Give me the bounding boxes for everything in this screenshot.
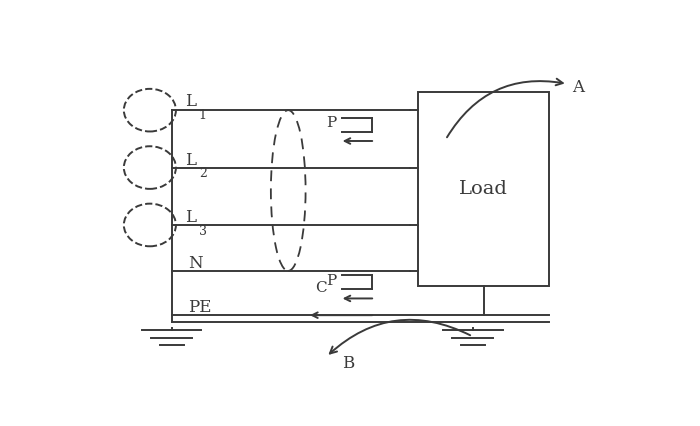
Text: P: P <box>326 116 336 130</box>
Text: 1: 1 <box>199 109 206 122</box>
Text: P: P <box>326 274 336 288</box>
Text: L: L <box>185 93 196 110</box>
Bar <box>419 92 549 286</box>
Text: 2: 2 <box>199 167 206 180</box>
Text: C: C <box>315 281 327 295</box>
Text: B: B <box>342 355 354 372</box>
Text: L: L <box>185 152 196 169</box>
Text: 3: 3 <box>199 225 206 238</box>
Text: N: N <box>188 255 202 272</box>
Text: A: A <box>573 79 584 96</box>
Text: Load: Load <box>459 180 508 198</box>
Text: L: L <box>185 209 196 226</box>
Text: PE: PE <box>188 299 211 316</box>
